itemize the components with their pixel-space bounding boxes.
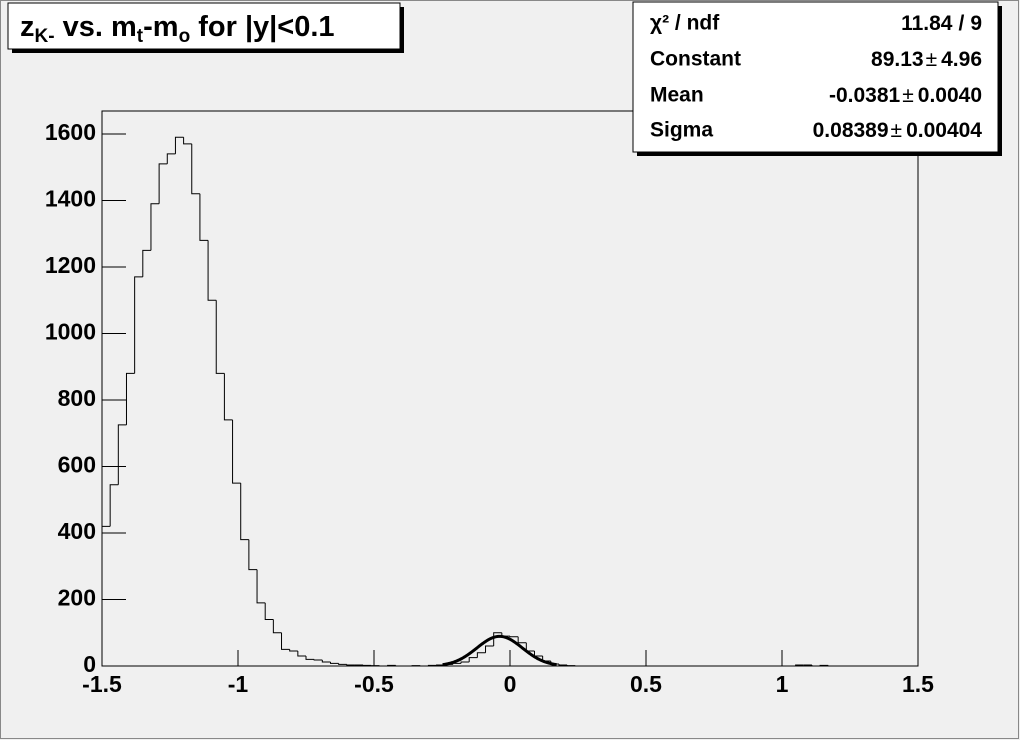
histogram-bin bbox=[248, 539, 258, 571]
histogram-bin bbox=[150, 203, 160, 251]
title-part: -m bbox=[143, 11, 178, 43]
title-subscript: o bbox=[179, 26, 191, 47]
histogram-bin bbox=[795, 664, 804, 666]
x-tick-label: -1 bbox=[228, 671, 249, 697]
histogram-bin bbox=[134, 276, 143, 374]
histogram-bin bbox=[158, 163, 168, 204]
x-tick-label: -0.5 bbox=[354, 671, 394, 697]
title-part: z bbox=[20, 11, 35, 43]
histogram-bin bbox=[395, 665, 404, 667]
histogram-bin bbox=[387, 664, 396, 666]
histogram-bin bbox=[256, 569, 266, 604]
param-error: 0.00404 bbox=[906, 119, 982, 142]
y-tick-label: 800 bbox=[58, 385, 96, 411]
stats-label: Sigma bbox=[650, 119, 713, 142]
y-tick-label: 0 bbox=[83, 651, 96, 677]
y-tick-label: 600 bbox=[58, 452, 96, 478]
histogram-bin bbox=[191, 143, 200, 195]
title-part: for |y|<0.1 bbox=[190, 11, 334, 43]
title-box bbox=[7, 2, 401, 50]
error-sign: ± bbox=[926, 48, 938, 71]
histogram-bin bbox=[297, 651, 306, 657]
histogram-bin bbox=[460, 661, 470, 664]
title-subscript: K- bbox=[35, 26, 55, 47]
stats-label: Constant bbox=[650, 48, 741, 71]
stats-value: 89.13± 4.96 bbox=[871, 48, 982, 71]
param-value: 89.13 bbox=[871, 48, 924, 71]
histogram-bin bbox=[199, 193, 209, 241]
histogram-bin bbox=[313, 659, 323, 661]
histogram-bin bbox=[811, 665, 821, 667]
param-error: 4.96 bbox=[941, 48, 982, 71]
histogram-bin bbox=[183, 137, 192, 145]
x-tick-label: 1 bbox=[776, 671, 789, 697]
histogram-bin bbox=[819, 664, 829, 666]
histogram-bin bbox=[125, 372, 135, 425]
histogram-bin bbox=[305, 656, 315, 660]
stats-box bbox=[632, 1, 999, 153]
histogram-bin bbox=[166, 153, 176, 164]
histogram-bin bbox=[281, 632, 290, 650]
plot: 0 200 400 600 800 1000 1200 1400 1600 -1.5 -1 -0.5 0… bbox=[45, 119, 934, 697]
x-tick-label: -1.5 bbox=[82, 671, 122, 697]
chart-title: zK- vs. mt-mo for |y|<0.1 bbox=[20, 11, 335, 47]
histogram-bin bbox=[827, 665, 837, 667]
histogram-bin bbox=[117, 424, 127, 485]
histogram-bin bbox=[346, 664, 355, 666]
histogram-bin bbox=[264, 602, 274, 620]
stats-value: 11.84/ 9 bbox=[901, 12, 982, 35]
fit-curve bbox=[442, 634, 557, 667]
chi2: 11.84 bbox=[901, 12, 953, 35]
y-tick-label: 200 bbox=[58, 585, 96, 611]
error-sign: ± bbox=[891, 119, 903, 142]
histogram-bin bbox=[215, 300, 225, 374]
ndf: 9 bbox=[970, 12, 982, 35]
param-error: 0.0040 bbox=[918, 84, 982, 107]
histogram-bin bbox=[485, 645, 494, 653]
chi2-separator: / bbox=[958, 12, 964, 35]
x-tick-label: 1.5 bbox=[902, 671, 934, 697]
stats-value: 0.08389± 0.00404 bbox=[813, 119, 983, 142]
x-tick-label: 0.5 bbox=[630, 671, 662, 697]
histogram-bin bbox=[427, 664, 437, 666]
stats-label: χ² / ndf bbox=[650, 12, 720, 35]
y-tick-label: 1400 bbox=[45, 186, 96, 212]
histogram-bin bbox=[517, 636, 527, 644]
histogram-bin bbox=[509, 636, 519, 638]
histogram-bin bbox=[142, 249, 151, 277]
histogram-bin bbox=[321, 660, 331, 663]
histogram-bin bbox=[272, 619, 282, 634]
histogram-bin bbox=[566, 665, 576, 667]
x-tick-label: 0 bbox=[504, 671, 517, 697]
histogram-bin bbox=[493, 632, 502, 647]
param-value: 0.08389 bbox=[813, 119, 889, 142]
param-value: -0.0381 bbox=[829, 84, 901, 107]
title-subscript: t bbox=[137, 26, 144, 47]
y-tick-label: 1000 bbox=[45, 319, 96, 345]
histogram-bin bbox=[174, 136, 184, 154]
histogram-bin bbox=[101, 525, 111, 666]
histogram-bin bbox=[329, 662, 339, 664]
error-sign: ± bbox=[902, 84, 914, 107]
stats-label: Mean bbox=[650, 84, 704, 107]
histogram-bin bbox=[109, 484, 119, 527]
histogram-bin bbox=[289, 649, 298, 652]
histogram-bin bbox=[223, 373, 233, 421]
histogram-bin bbox=[476, 652, 486, 658]
y-tick-label: 1600 bbox=[45, 119, 96, 145]
histogram-bin bbox=[207, 240, 217, 301]
title-part: vs. m bbox=[55, 11, 137, 43]
histogram-bin bbox=[468, 657, 478, 663]
frame bbox=[101, 110, 919, 667]
y-tick-label: 1200 bbox=[45, 252, 96, 278]
y-tick-label: 400 bbox=[58, 518, 96, 544]
histogram-bin bbox=[240, 483, 249, 541]
histogram-bin bbox=[232, 419, 241, 484]
histogram-bin bbox=[558, 664, 568, 666]
stats-value: -0.0381± 0.0040 bbox=[829, 84, 982, 107]
histogram-bin bbox=[338, 663, 347, 665]
